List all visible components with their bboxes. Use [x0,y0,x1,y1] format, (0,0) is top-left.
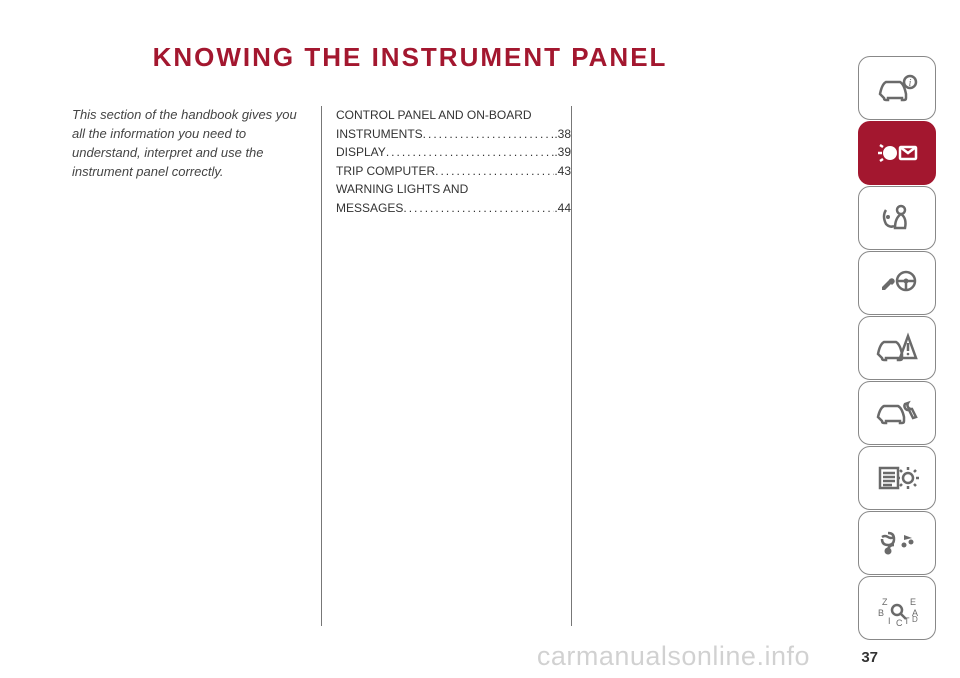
section-title: KNOWING THE INSTRUMENT PANEL [0,42,820,73]
airbag-icon [874,198,920,238]
svg-text:i: i [909,78,912,89]
svg-text:C: C [896,618,903,628]
toc-dots [403,199,554,218]
tab-starting-driving[interactable] [858,251,936,315]
toc-line: MESSAGES .44 [336,199,571,218]
section-tabs: i [858,56,936,640]
tab-emergency[interactable] [858,316,936,380]
tab-multimedia[interactable] [858,511,936,575]
toc-dots [423,125,555,144]
intro-text: This section of the handbook gives you a… [72,106,307,181]
toc-page: .44 [554,199,571,218]
toc-column: CONTROL PANEL AND ON-BOARDINSTRUMENTS .38… [322,106,572,626]
toc-page: .39 [554,143,571,162]
svg-text:I: I [888,616,891,626]
toc-line: CONTROL PANEL AND ON-BOARD [336,106,571,125]
index-icon: Z E B A I C T D [874,588,920,628]
toc-dots [386,143,555,162]
emergency-icon [874,328,920,368]
manual-page: KNOWING THE INSTRUMENT PANEL This sectio… [0,0,960,678]
toc-label: INSTRUMENTS [336,125,423,144]
toc-line: WARNING LIGHTS AND [336,180,571,199]
key-wheel-icon [874,263,920,303]
multimedia-icon [874,523,920,563]
toc-label: CONTROL PANEL AND ON-BOARD [336,106,532,125]
tab-safety[interactable] [858,186,936,250]
car-info-icon: i [874,68,920,108]
toc-label: DISPLAY [336,143,386,162]
svg-text:D: D [912,615,918,624]
tab-technical[interactable] [858,446,936,510]
toc-line: INSTRUMENTS .38 [336,125,571,144]
toc-page: .43 [554,162,571,181]
tab-servicing[interactable] [858,381,936,445]
tab-index[interactable]: Z E B A I C T D [858,576,936,640]
svg-text:Z: Z [882,597,888,607]
content-columns: This section of the handbook gives you a… [72,106,632,626]
toc-page: .38 [554,125,571,144]
page-number: 37 [861,649,878,666]
svg-text:E: E [910,597,916,607]
warning-light-icon [874,133,920,173]
toc-label: TRIP COMPUTER [336,162,435,181]
intro-column: This section of the handbook gives you a… [72,106,322,626]
tab-knowing-your-car[interactable]: i [858,56,936,120]
tab-instrument-panel[interactable] [858,121,936,185]
toc-dots [435,162,554,181]
svg-text:B: B [878,608,884,618]
toc-label: WARNING LIGHTS AND [336,180,468,199]
toc-line: DISPLAY .39 [336,143,571,162]
spec-icon [874,458,920,498]
toc-label: MESSAGES [336,199,403,218]
toc-line: TRIP COMPUTER .43 [336,162,571,181]
watermark: carmanualsonline.info [537,641,810,672]
service-icon [874,393,920,433]
